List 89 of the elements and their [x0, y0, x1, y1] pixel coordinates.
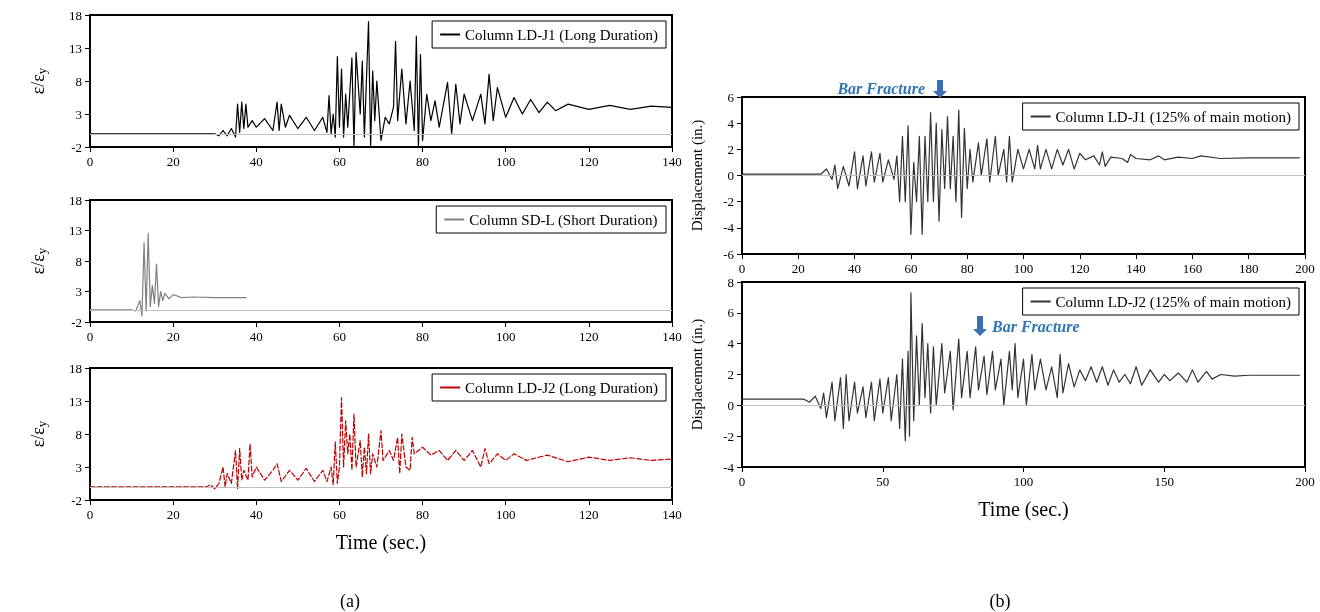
- x-tick-label: 200: [1295, 474, 1315, 489]
- x-tick-label: 0: [86, 507, 94, 522]
- y-tick-label: 2: [727, 367, 734, 382]
- y-tick-label: -4: [723, 220, 735, 236]
- y-axis-title: Displacement (in.): [688, 318, 706, 431]
- x-tick-label: 0: [86, 154, 94, 169]
- x-tick-label: 20: [791, 261, 805, 276]
- x-tick-label: 80: [416, 507, 430, 522]
- text: (b): [989, 591, 1011, 612]
- x-tick-label: 120: [579, 329, 599, 344]
- x-tick-label: 100: [1013, 474, 1034, 489]
- x-axis-title: Time (sec.): [978, 498, 1069, 521]
- x-tick-label: 20: [166, 329, 180, 344]
- y-tick-label: -2: [71, 492, 82, 508]
- line-series: [89, 397, 673, 490]
- text: (a): [340, 591, 360, 612]
- y-axis-title: ε/εy: [27, 247, 49, 275]
- y-tick-label: 6: [727, 89, 735, 105]
- y-axis-title: ε/εy: [27, 67, 49, 95]
- x-tick-label: 0: [86, 329, 94, 344]
- x-tick-label: 40: [848, 261, 862, 276]
- y-axis-title: Displacement (in.): [688, 119, 706, 232]
- legend-label: Column SD-L (Short Duration): [469, 211, 658, 229]
- x-tick-label: 60: [332, 154, 346, 169]
- y-tick-label: 8: [727, 274, 734, 290]
- x-tick-label: 0: [738, 261, 746, 276]
- y-tick-label: 3: [75, 106, 82, 122]
- y-tick-label: 2: [727, 141, 734, 157]
- y-tick-label: -2: [71, 314, 82, 330]
- line-series: [89, 232, 247, 317]
- y-tick-label: -2: [723, 194, 734, 210]
- x-tick-label: 80: [960, 261, 974, 276]
- y-tick-label: 3: [75, 459, 82, 475]
- y-tick-label: 13: [69, 393, 82, 409]
- x-tick-label: 180: [1238, 261, 1259, 276]
- x-tick-label: 140: [1126, 261, 1146, 276]
- line-series: [741, 292, 1300, 442]
- x-tick-label: 50: [876, 474, 890, 489]
- y-tick-label: -4: [723, 459, 735, 475]
- y-tick-label: 4: [727, 336, 735, 352]
- x-tick-label: 80: [416, 154, 430, 169]
- x-tick-label: 100: [495, 507, 516, 522]
- x-tick-label: 20: [166, 507, 180, 522]
- x-tick-label: 100: [495, 154, 516, 169]
- legend-label: Column LD-J1 (Long Duration): [465, 26, 658, 44]
- annotation: Bar Fracture: [992, 318, 1080, 336]
- x-tick-label: 60: [904, 261, 918, 276]
- x-tick-label: 120: [579, 507, 599, 522]
- y-tick-label: 6: [727, 305, 735, 321]
- y-tick-label: 3: [75, 284, 82, 299]
- x-tick-label: 20: [166, 154, 180, 169]
- x-tick-label: 200: [1295, 261, 1315, 276]
- line-series: [741, 109, 1300, 235]
- text: Bar Fracture: [837, 80, 925, 98]
- y-tick-label: 0: [727, 168, 734, 183]
- y-tick-label: 4: [727, 115, 735, 131]
- y-tick-label: 8: [75, 73, 82, 89]
- legend-label: Column LD-J2 (Long Duration): [465, 379, 658, 397]
- x-tick-label: 140: [662, 329, 682, 344]
- y-tick-label: 0: [727, 397, 734, 413]
- x-tick-label: 120: [1070, 261, 1090, 276]
- x-tick-label: 100: [495, 329, 516, 344]
- x-tick-label: 150: [1154, 474, 1174, 489]
- x-tick-label: 60: [332, 329, 346, 344]
- x-tick-label: 160: [1182, 261, 1203, 276]
- x-tick-label: 80: [416, 329, 430, 344]
- y-tick-label: 18: [69, 360, 82, 376]
- x-tick-label: 40: [249, 507, 263, 522]
- legend-label: Column LD-J2 (125% of main motion): [1055, 293, 1292, 311]
- x-tick-label: 140: [662, 154, 682, 169]
- legend-label: Column LD-J1 (125% of main motion): [1055, 108, 1292, 126]
- y-tick-label: -2: [723, 428, 734, 444]
- x-axis-title: Time (sec.): [335, 531, 427, 554]
- y-tick-label: 13: [69, 223, 82, 238]
- y-tick-label: 13: [69, 40, 82, 56]
- x-tick-label: 120: [579, 154, 599, 169]
- x-tick-label: 0: [738, 474, 746, 489]
- x-tick-label: 140: [662, 507, 682, 522]
- y-tick-label: 18: [69, 7, 82, 23]
- y-tick-label: 8: [75, 253, 82, 269]
- x-tick-label: 40: [249, 329, 263, 344]
- x-tick-label: 100: [1013, 261, 1034, 276]
- y-tick-label: 18: [69, 192, 82, 208]
- x-tick-label: 60: [332, 507, 346, 522]
- x-tick-label: 40: [249, 154, 263, 169]
- y-tick-label: -6: [723, 246, 735, 262]
- y-tick-label: 8: [75, 426, 82, 442]
- y-tick-label: -2: [71, 139, 82, 155]
- y-axis-title: ε/εy: [27, 420, 49, 448]
